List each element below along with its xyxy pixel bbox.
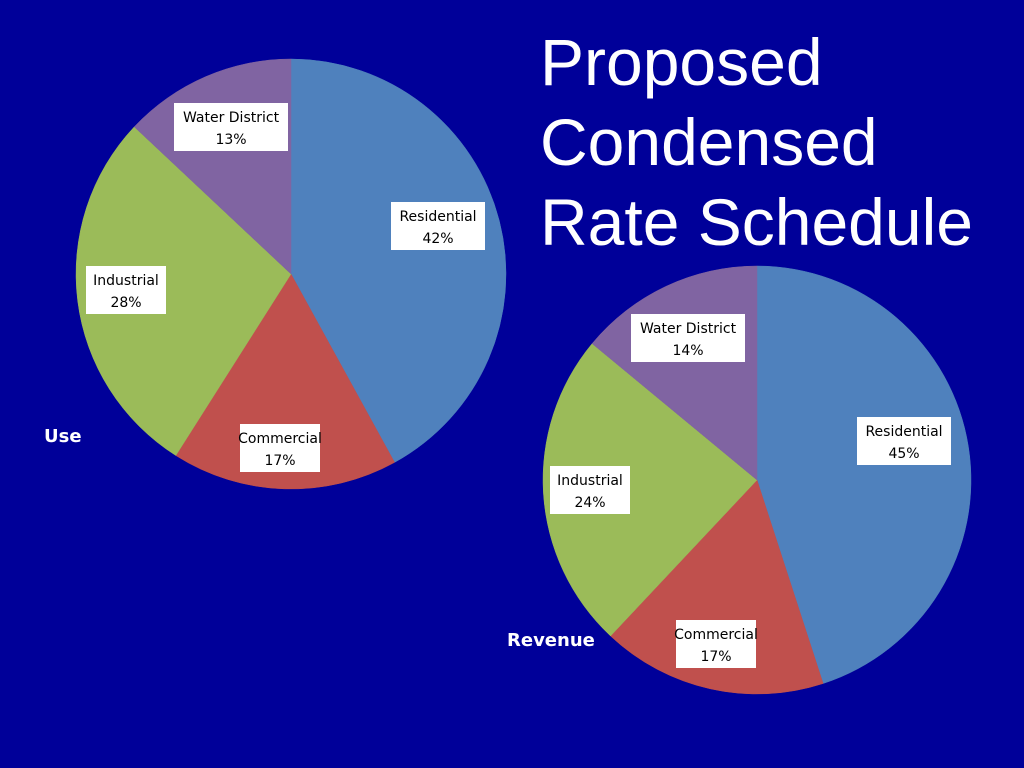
use-label-category-industrial: Industrial [93,273,159,289]
revenue-label-category-water-district: Water District [640,321,737,337]
use-slice-industrial [75,126,292,456]
use-label-industrial: Industrial 28% [86,266,166,314]
revenue-slice-industrial [542,343,758,637]
use-label-value-water-district: 13% [215,132,246,148]
revenue-label-industrial: Industrial 24% [550,466,630,514]
use-label-category-water-district: Water District [183,110,280,126]
revenue-label-category-industrial: Industrial [557,473,623,489]
revenue-label-box-commercial [676,620,756,668]
use-label-residential: Residential 42% [391,202,485,250]
use-label-water-district: Water District 13% [174,103,288,151]
use-pie-chart: Residential 42% Commercial 17% Industrial 28%… [75,58,507,490]
use-label-value-residential: 42% [422,231,453,247]
use-label-value-industrial: 28% [110,295,141,311]
slide-title-line-1: Proposed [540,25,823,99]
use-slice-commercial [175,273,395,490]
use-slice-residential [290,58,507,463]
revenue-chart-caption: Revenue [507,630,595,651]
revenue-label-value-industrial: 24% [574,495,605,511]
use-label-value-commercial: 17% [264,453,295,469]
use-label-box-industrial [86,266,166,314]
use-label-category-commercial: Commercial [238,431,322,447]
use-chart-caption: Use [44,426,82,447]
revenue-label-category-commercial: Commercial [674,627,758,643]
revenue-pie-chart: Residential 45% Commercial 17% Industrial 24%… [542,265,972,695]
revenue-slice-commercial [610,479,824,695]
revenue-label-commercial: Commercial 17% [674,620,758,668]
revenue-label-water-district: Water District 14% [631,314,745,362]
use-label-box-residential [391,202,485,250]
revenue-label-box-water-district [631,314,745,362]
slide-title-line-2: Condensed [540,105,878,179]
revenue-label-box-residential [857,417,951,465]
revenue-slice-residential [756,265,972,684]
revenue-label-value-water-district: 14% [672,343,703,359]
revenue-label-residential: Residential 45% [857,417,951,465]
slide-title: Proposed Condensed Rate Schedule [540,22,1020,262]
revenue-label-value-residential: 45% [888,446,919,462]
use-label-commercial: Commercial 17% [238,424,322,472]
revenue-label-value-commercial: 17% [700,649,731,665]
use-label-box-commercial [240,424,320,472]
revenue-label-box-industrial [550,466,630,514]
revenue-label-category-residential: Residential [865,424,942,440]
slide-title-line-3: Rate Schedule [540,185,973,259]
use-label-box-water-district [174,103,288,151]
use-label-category-residential: Residential [399,209,476,225]
